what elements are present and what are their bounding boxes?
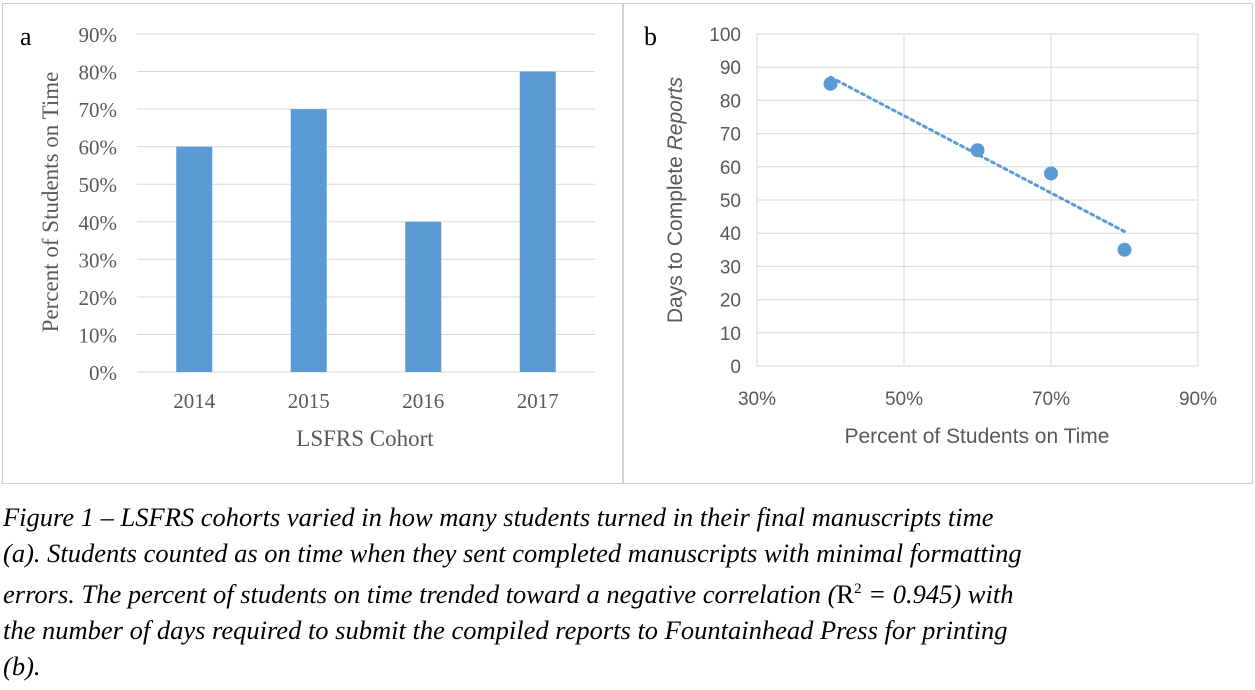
panel-b-ylabel-prefix: Days to Complete bbox=[664, 150, 687, 323]
panel-b-y-tick-label: 0 bbox=[730, 357, 741, 378]
panel-a-y-tick-label: 10% bbox=[79, 323, 118, 347]
panel-b-x-tick-label: 50% bbox=[885, 389, 923, 410]
panel-b-y-tick-label: 70 bbox=[720, 125, 741, 146]
caption-line-3-part-2: = 0.945) with bbox=[861, 578, 1014, 609]
caption-r-symbol: R bbox=[836, 578, 855, 609]
panel-b-y-tick-label: 90 bbox=[720, 58, 741, 79]
caption-line-1: Figure 1 – LSFRS cohorts varied in how m… bbox=[3, 502, 994, 532]
caption-r-superscript: 2 bbox=[854, 581, 862, 597]
panel-b-y-tick-label: 80 bbox=[720, 91, 741, 112]
panel-b-x-tick-label: 90% bbox=[1179, 389, 1217, 410]
panel-b-ylabel-italic: Reports bbox=[664, 76, 687, 150]
panel-b-points bbox=[823, 76, 1132, 257]
panel-b-x-tick-label: 70% bbox=[1032, 389, 1070, 410]
panel-a-y-tick-label: 30% bbox=[79, 248, 118, 272]
panel-a-x-tick-label: 2017 bbox=[517, 389, 559, 413]
caption-line-5: (b). bbox=[3, 650, 41, 681]
caption-line-3-part-1: errors. The percent of students on time … bbox=[3, 578, 837, 609]
caption-line-2: (a). Students counted as on time when th… bbox=[3, 538, 1022, 568]
panel-a-y-tick-label: 90% bbox=[79, 23, 118, 47]
panel-a-y-tick-label: 80% bbox=[79, 61, 118, 85]
panel-b-y-tick-label: 60 bbox=[720, 158, 741, 179]
caption-line-4: the number of days required to submit th… bbox=[3, 614, 1008, 645]
panel-a-y-tick-label: 0% bbox=[89, 361, 117, 385]
panel-a-frame bbox=[2, 3, 623, 484]
panel-b-x-tick-label: 30% bbox=[738, 389, 776, 410]
panel-a-x-ticks: 2014 2015 2016 2017 bbox=[173, 389, 559, 413]
panel-a-xlabel: LSFRS Cohort bbox=[296, 426, 434, 451]
panel-a-label: a bbox=[20, 22, 32, 51]
figure-caption: Figure 1 – LSFRS cohorts varied in how m… bbox=[3, 499, 1253, 684]
panel-b-trendline-group bbox=[829, 75, 1126, 234]
panel-b-point bbox=[1117, 242, 1132, 257]
panel-a-bar bbox=[176, 146, 213, 372]
panel-a-y-ticks: 0% 10% 20% 30% 40% 50% 60% 70% 80% 90% bbox=[79, 23, 118, 385]
panel-b-point bbox=[970, 143, 985, 158]
panel-a-y-tick-label: 20% bbox=[79, 286, 118, 310]
panel-a-x-tick-label: 2015 bbox=[288, 389, 330, 413]
panel-b-frame bbox=[623, 3, 1253, 484]
caption-line-3: errors. The percent of students on time … bbox=[3, 571, 1253, 612]
panel-a-y-tick-label: 40% bbox=[79, 211, 118, 235]
panel-a-y-tick-label: 70% bbox=[79, 98, 118, 122]
panel-b-trendline bbox=[829, 75, 1126, 234]
panel-b-ylabel: Days to Complete Reports bbox=[664, 76, 687, 323]
panel-b-y-tick-label: 30 bbox=[720, 257, 741, 278]
panel-a-y-tick-label: 50% bbox=[79, 173, 118, 197]
panel-b-y-tick-label: 50 bbox=[720, 191, 741, 212]
panel-b-y-tick-label: 40 bbox=[720, 224, 741, 245]
panel-a-bars bbox=[176, 71, 556, 373]
panel-a-y-tick-label: 60% bbox=[79, 136, 118, 160]
panel-b-y-ticks: 0 10 20 30 40 50 60 70 80 90 100 bbox=[709, 25, 741, 378]
panel-b-xlabel: Percent of Students on Time bbox=[845, 425, 1110, 448]
panel-a-gridlines bbox=[137, 33, 595, 373]
panel-b-y-tick-label: 20 bbox=[720, 291, 741, 312]
panel-a-x-tick-label: 2014 bbox=[173, 389, 216, 413]
panel-a-bar bbox=[405, 221, 442, 372]
panel-b-x-ticks: 30% 50% 70% 90% bbox=[738, 389, 1217, 410]
panel-a-x-tick-label: 2016 bbox=[402, 389, 444, 413]
panel-b-y-tick-label: 10 bbox=[720, 324, 741, 345]
panel-b-point bbox=[823, 76, 838, 91]
charts-svg: a LSFRS Cohort Percent of Students on Ti… bbox=[20, 22, 1217, 451]
panel-b-gridlines bbox=[756, 33, 1199, 367]
panel-a-bar bbox=[290, 109, 327, 372]
panel-b-point bbox=[1044, 166, 1058, 181]
panel-a-bar bbox=[519, 71, 556, 373]
panel-b-label: b bbox=[644, 22, 657, 51]
panel-b-y-tick-label: 100 bbox=[709, 25, 741, 46]
panel-a-ylabel: Percent of Students on Time bbox=[38, 72, 63, 333]
